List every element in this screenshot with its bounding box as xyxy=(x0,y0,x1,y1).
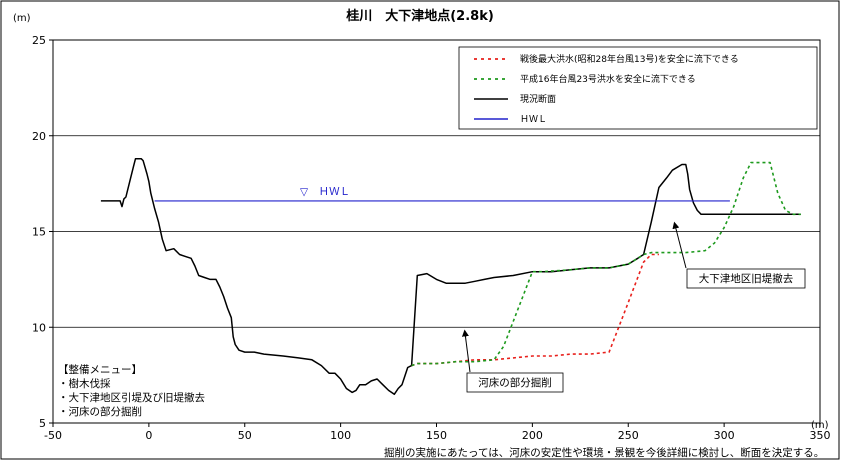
menu-item-levee-setback: ・大下津地区引堤及び旧堤撤去 xyxy=(58,391,205,404)
annotation-riverbed: 河床の部分掘削 xyxy=(461,329,564,393)
x-axis-ticks: -50 0 50 100 150 200 250 300 350 xyxy=(44,423,831,442)
legend-label: 平成16年台風23号洪水を安全に流下できる xyxy=(520,73,696,85)
x-tick-label: 100 xyxy=(330,429,351,442)
x-tick-label: -50 xyxy=(44,429,62,442)
menu-item-riverbed-excavation: ・河床の部分掘削 xyxy=(58,405,142,418)
annotation-riverbed-arrow xyxy=(461,329,471,373)
x-tick-label: 300 xyxy=(714,429,735,442)
y-tick-label: 25 xyxy=(32,34,46,47)
menu-title: 【整備メニュー】 xyxy=(58,363,142,376)
hwl-label: ▽ ＨＷＬ xyxy=(300,186,350,198)
y-tick-label: 20 xyxy=(32,130,46,143)
menu-item-tree-cutting: ・樹木伐採 xyxy=(58,377,111,390)
improvement-menu: 【整備メニュー】 ・樹木伐採 ・大下津地区引堤及び旧堤撤去 ・河床の部分掘削 xyxy=(58,363,205,418)
series-lines xyxy=(100,157,801,396)
annotation-old-levee-box xyxy=(686,268,806,289)
x-tick-label: 150 xyxy=(426,429,447,442)
x-tick-label: 0 xyxy=(145,429,152,442)
annotation-old-levee-arrow xyxy=(672,221,687,269)
x-tick-label: 350 xyxy=(810,429,831,442)
series-h16-typhoon-flood xyxy=(411,161,801,367)
chart-title: 桂川 大下津地点(2.8k) xyxy=(345,8,494,24)
annotation-riverbed-text: 河床の部分掘削 xyxy=(478,376,552,389)
series-current-section xyxy=(100,157,801,396)
legend-label: 現況断面 xyxy=(520,93,556,105)
y-axis-unit: (m) xyxy=(13,13,31,24)
gridlines xyxy=(53,135,820,328)
legend-box xyxy=(458,46,818,130)
x-tick-label: 200 xyxy=(522,429,543,442)
x-tick-label: 50 xyxy=(238,429,252,442)
legend: 戦後最大洪水(昭和28年台風13号)を安全に流下できる平成16年台風23号洪水を… xyxy=(458,46,818,130)
legend-label: 戦後最大洪水(昭和28年台風13号)を安全に流下できる xyxy=(520,53,739,65)
footnote: 掘削の実施にあたっては、河床の安定性や環境・景観を今後詳細に検討し、断面を決定す… xyxy=(384,446,824,459)
annotation-old-levee-text: 大下津地区旧堤撤去 xyxy=(699,272,794,285)
y-tick-label: 15 xyxy=(32,226,46,239)
annotation-riverbed-box xyxy=(466,372,564,393)
x-tick-label: 250 xyxy=(618,429,639,442)
y-axis-ticks: 5 10 15 20 25 xyxy=(32,34,53,430)
y-tick-label: 5 xyxy=(39,417,46,430)
annotation-old-levee: 大下津地区旧堤撤去 xyxy=(672,221,806,289)
y-tick-label: 10 xyxy=(32,321,46,334)
legend-label: ＨＷＬ xyxy=(520,115,547,125)
